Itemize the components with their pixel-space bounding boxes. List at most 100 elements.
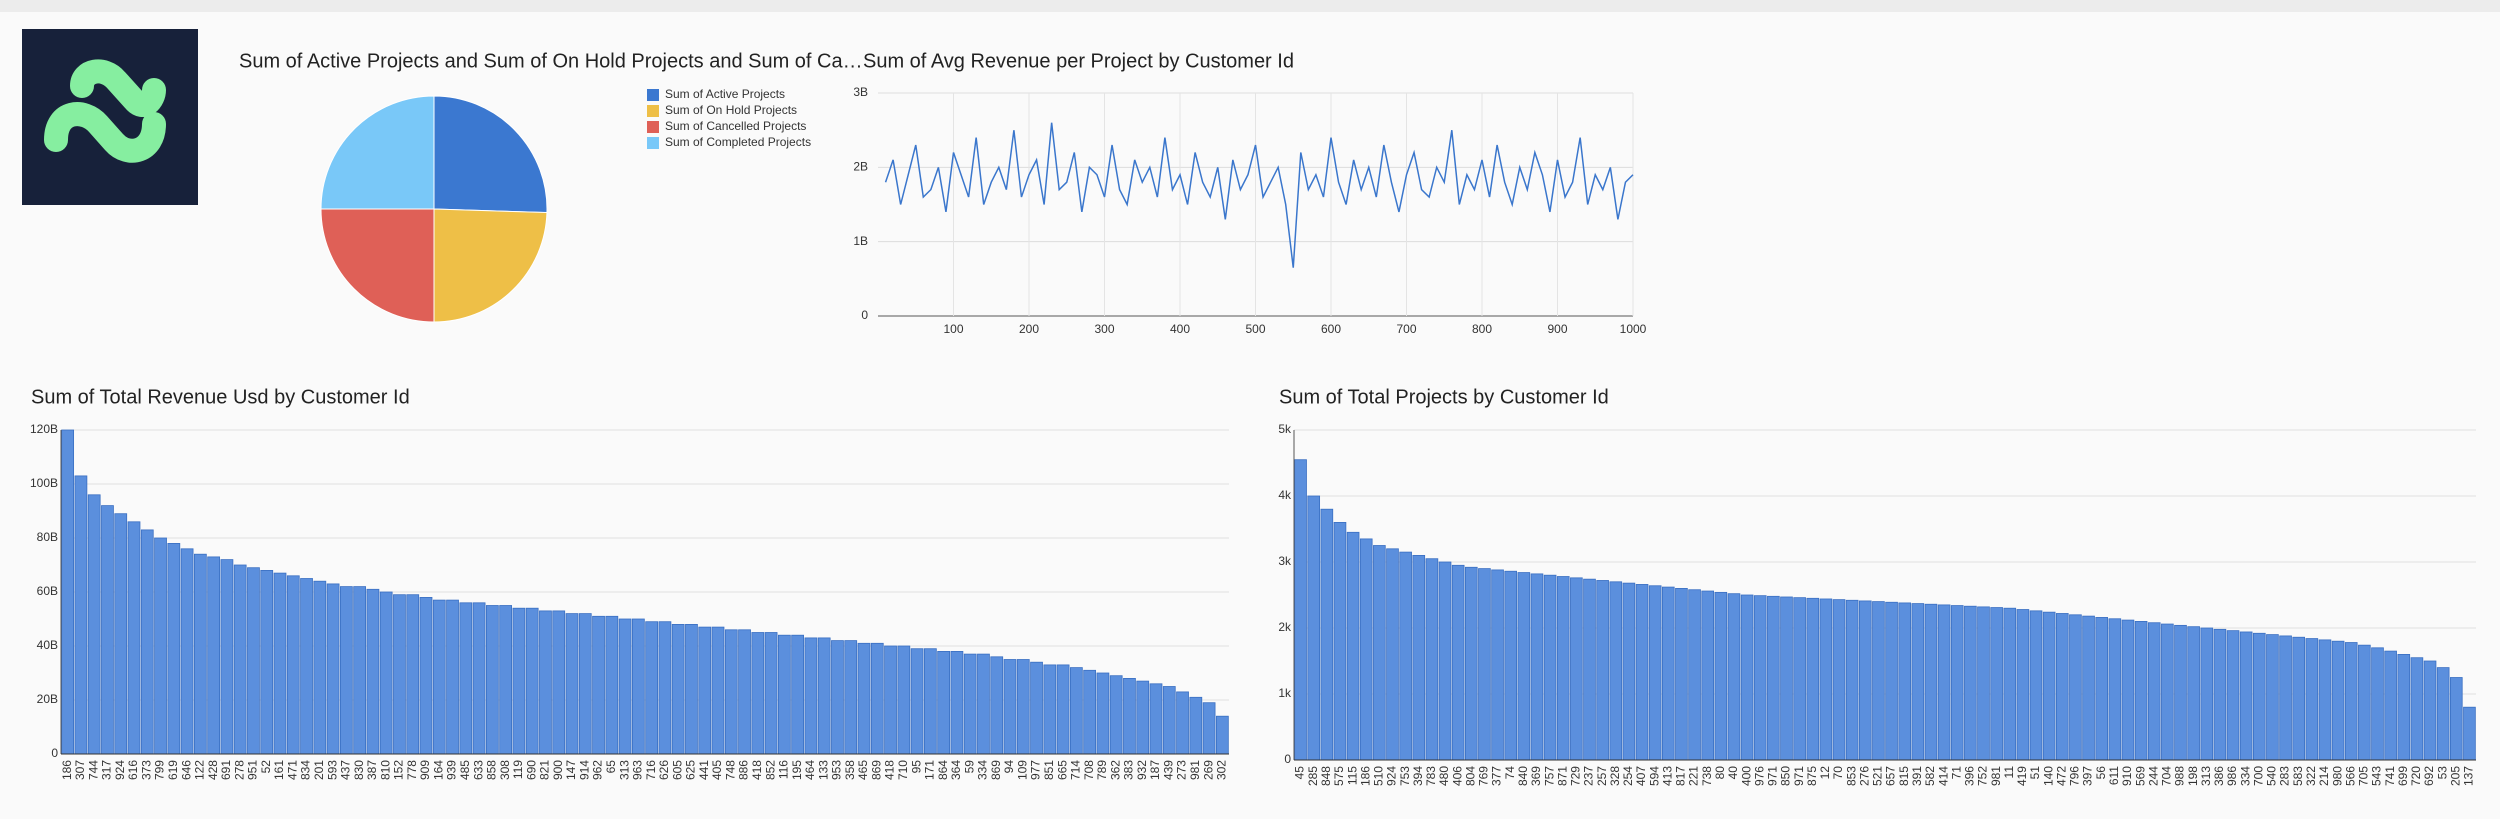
bar: [963, 653, 977, 755]
x-tick-label: 869: [869, 760, 883, 780]
x-tick-label: 302: [1215, 760, 1229, 780]
bar: [592, 615, 605, 755]
logo-background: [22, 29, 198, 205]
bar: [1543, 574, 1557, 761]
bar: [1176, 691, 1189, 755]
bar: [1819, 598, 1833, 761]
bar: [1083, 669, 1097, 755]
x-tick-label: 720: [2409, 766, 2423, 786]
x-tick-label: 200: [1019, 322, 1039, 336]
bar: [1096, 672, 1110, 755]
x-tick-label: 830: [352, 760, 366, 780]
bar: [2318, 639, 2332, 761]
bar: [1858, 600, 1872, 761]
x-tick-label: 100: [943, 322, 963, 336]
x-tick-label: 40: [1726, 766, 1740, 780]
legend-label: Sum of Cancelled Projects: [665, 119, 806, 133]
bar: [2423, 660, 2437, 761]
bar: [1648, 585, 1662, 761]
bar: [1373, 545, 1386, 761]
y-tick-label: 1B: [853, 234, 868, 248]
x-tick-label: 575: [1332, 766, 1346, 786]
logo-mark: [44, 59, 166, 163]
bar: [671, 624, 685, 755]
x-tick-label: 690: [524, 760, 538, 780]
x-tick-label: 616: [126, 760, 140, 780]
x-tick-label: 418: [750, 760, 764, 780]
x-tick-label: 665: [1055, 760, 1069, 780]
bar: [764, 632, 778, 755]
bar: [154, 537, 167, 755]
x-tick-label: 171: [923, 760, 937, 780]
x-tick-label: 198: [2186, 766, 2200, 786]
x-tick-label: 364: [949, 760, 963, 780]
x-tick-label: 871: [1555, 766, 1569, 786]
x-tick-label: 810: [378, 760, 392, 780]
x-tick-label: 932: [1135, 760, 1149, 780]
x-tick-label: 12: [1818, 766, 1832, 780]
x-tick-label: 909: [418, 760, 432, 780]
bar: [127, 521, 141, 755]
x-tick-label: 307: [73, 760, 87, 780]
x-tick-label: 394: [1411, 766, 1425, 786]
x-tick-label: 334: [2238, 766, 2252, 786]
bar: [1740, 594, 1754, 761]
bar: [300, 578, 313, 755]
x-tick-label: 119: [511, 760, 525, 779]
x-tick-label: 976: [1752, 766, 1766, 786]
bar: [1675, 588, 1688, 761]
bar: [313, 580, 327, 755]
x-tick-label: 705: [2357, 766, 2371, 786]
x-tick-label: 405: [710, 760, 724, 780]
bar: [1478, 568, 1491, 761]
bar: [2147, 622, 2161, 761]
x-tick-label: 152: [392, 760, 406, 780]
x-tick-label: 704: [2160, 766, 2174, 786]
bar: [1451, 564, 1465, 761]
x-tick-label: 45: [1293, 766, 1307, 780]
x-tick-label: 369: [1529, 766, 1543, 786]
x-tick-label: 869: [989, 760, 1003, 780]
bar: [791, 634, 805, 755]
x-tick-label: 313: [617, 760, 631, 780]
bar: [1727, 593, 1741, 761]
x-tick-label: 441: [697, 760, 711, 780]
x-tick-label: 708: [1082, 760, 1096, 780]
bar: [977, 653, 990, 755]
bar: [605, 615, 619, 755]
bar: [459, 602, 473, 755]
bar: [1149, 683, 1163, 755]
x-tick-label: 633: [471, 760, 485, 780]
legend-swatch: [647, 121, 659, 133]
x-tick-label: 540: [2265, 766, 2279, 786]
x-tick-label: 137: [2462, 766, 2476, 786]
x-tick-label: 391: [1910, 766, 1924, 786]
bar: [61, 429, 75, 755]
bar: [2161, 623, 2174, 761]
pie-slice: [433, 208, 548, 323]
x-tick-label: 140: [2041, 766, 2055, 786]
x-tick-label: 74: [1503, 766, 1517, 780]
bar: [1898, 602, 1912, 761]
chart-title: Sum of Avg Revenue per Project by Custom…: [863, 50, 1294, 72]
x-tick-label: 400: [1170, 322, 1190, 336]
chart-title: Sum of Total Projects by Customer Id: [1279, 386, 1609, 408]
bar: [1767, 595, 1780, 761]
y-tick-label: 0: [1284, 752, 1291, 766]
x-tick-label: 691: [219, 760, 233, 780]
bar: [393, 594, 406, 755]
bar: [2121, 619, 2135, 761]
x-tick-label: 65: [604, 760, 618, 774]
x-tick-label: 582: [1923, 766, 1937, 786]
bar: [2358, 644, 2371, 761]
x-tick-label: 11: [2002, 766, 2016, 779]
x-tick-label: 510: [1372, 766, 1386, 786]
x-tick-label: 900: [551, 760, 565, 780]
x-tick-label: 951: [246, 760, 260, 780]
bar: [1924, 603, 1938, 761]
x-tick-label: 853: [1844, 766, 1858, 786]
bar: [1056, 664, 1070, 755]
bar: [326, 583, 340, 755]
bar: [1622, 582, 1636, 761]
x-tick-label: 699: [2396, 766, 2410, 786]
